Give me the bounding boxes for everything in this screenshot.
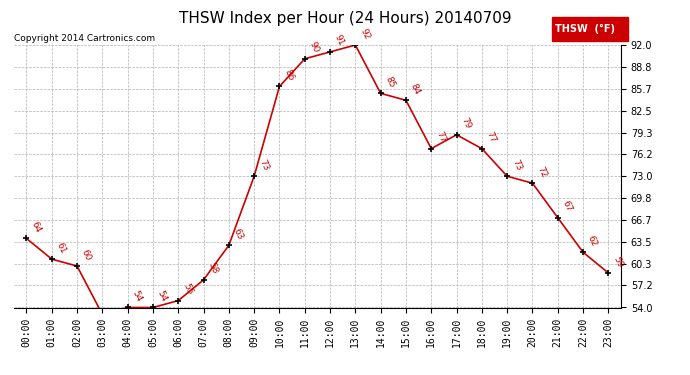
Text: 58: 58 [206,261,219,276]
Text: 72: 72 [535,165,548,179]
Text: 92: 92 [358,27,371,41]
Text: 63: 63 [232,227,245,241]
Text: THSW  (°F): THSW (°F) [555,24,615,34]
Text: 59: 59 [611,255,624,269]
Text: 60: 60 [80,248,93,262]
Text: THSW Index per Hour (24 Hours) 20140709: THSW Index per Hour (24 Hours) 20140709 [179,11,511,26]
Text: 64: 64 [29,220,42,234]
Text: 54: 54 [130,289,144,303]
Text: 73: 73 [257,158,270,172]
Text: 85: 85 [384,75,397,89]
Text: 91: 91 [333,33,346,48]
Text: 62: 62 [586,234,599,248]
Text: 53: 53 [0,374,1,375]
Text: 77: 77 [434,130,447,144]
Text: 67: 67 [560,199,573,213]
Text: 84: 84 [408,82,422,96]
Text: 54: 54 [156,289,168,303]
Text: 73: 73 [510,158,523,172]
Text: 77: 77 [484,130,497,144]
Text: 61: 61 [55,241,68,255]
Text: Copyright 2014 Cartronics.com: Copyright 2014 Cartronics.com [14,34,155,43]
Text: 90: 90 [308,40,321,55]
Text: 55: 55 [181,282,194,296]
Text: 86: 86 [282,68,295,82]
Text: 79: 79 [460,116,473,130]
